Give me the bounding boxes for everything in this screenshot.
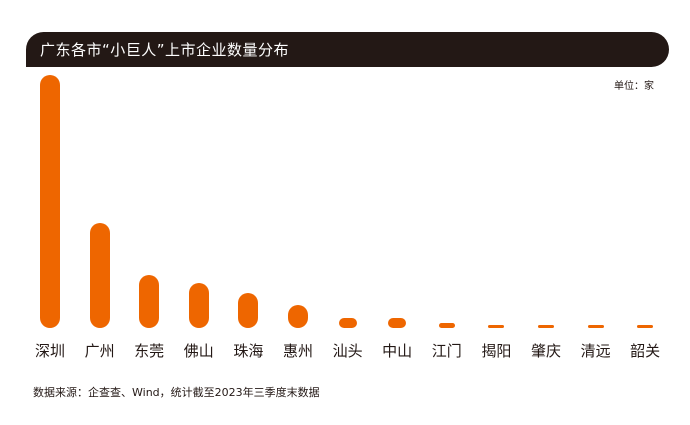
category-label: 深圳 [34, 342, 65, 360]
bar-12 [587, 325, 604, 328]
source-note: 数据来源：企查查、Wind，统计截至2023年三季度末数据 [33, 386, 320, 399]
chart-title: 广东各市“小巨人”上市企业数量分布 [40, 41, 290, 59]
category-label: 清远 [580, 342, 611, 360]
bar-5 [238, 292, 259, 328]
category-label: 惠州 [282, 342, 313, 360]
category-label: 东莞 [134, 342, 165, 360]
bar-plot-area [26, 70, 669, 330]
bar-1 [40, 75, 60, 328]
bar-8 [388, 317, 407, 328]
bar-11 [538, 325, 554, 328]
bar-4 [188, 282, 209, 328]
bar-6 [288, 305, 308, 328]
bar-3 [139, 275, 160, 328]
category-label: 肇庆 [530, 342, 561, 360]
bar-7 [338, 317, 357, 328]
chart-title-bar: 广东各市“小巨人”上市企业数量分布 [26, 32, 669, 67]
category-label: 广州 [84, 342, 115, 360]
bar-13 [637, 325, 654, 328]
category-label: 揭阳 [481, 342, 512, 360]
bar-2 [89, 222, 110, 328]
bar-9 [438, 323, 455, 328]
x-axis-labels: 深圳 广州 东莞 佛山 珠海 惠州 汕头 中山 江门 揭阳 肇庆 清远 韶关 [26, 340, 669, 362]
unit-label: 单位：家 [614, 81, 654, 92]
category-label: 汕头 [332, 342, 363, 360]
category-label: 韶关 [630, 342, 661, 360]
category-label: 佛山 [183, 342, 214, 360]
bar-10 [488, 325, 505, 328]
category-label: 珠海 [233, 342, 264, 360]
category-label: 中山 [382, 342, 413, 360]
category-label: 江门 [431, 342, 462, 360]
